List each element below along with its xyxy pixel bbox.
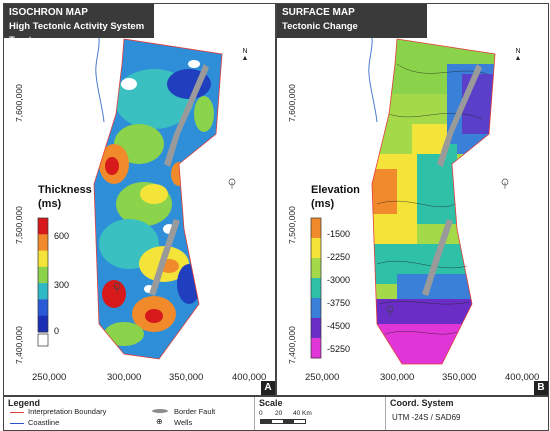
border-fault — [164, 64, 209, 167]
border-fault — [422, 219, 453, 296]
border-fault-icon — [152, 409, 168, 413]
colorbar-swatch — [38, 299, 48, 317]
legend-divider — [254, 397, 255, 430]
legend-divider — [385, 397, 386, 430]
colorbar-swatch — [38, 250, 48, 268]
elevation-surface — [372, 39, 495, 364]
panel-letter: B — [534, 381, 548, 395]
colorbar-tick: -5250 — [327, 344, 350, 354]
scale-title: Scale — [259, 398, 283, 408]
legend-coastline-label: Coastline — [28, 418, 60, 427]
well-marker — [228, 178, 236, 189]
colorbar-tick: -4500 — [327, 321, 350, 331]
coord-system-title: Coord. System — [390, 398, 454, 408]
colorbar-swatch — [311, 218, 321, 239]
scale-tick: 20 — [275, 410, 283, 417]
colorbar-swatch — [38, 218, 48, 235]
colorbar-tick: 0 — [54, 326, 59, 336]
colorbar-swatch — [311, 278, 321, 299]
colorbar-swatch — [311, 318, 321, 339]
border-fault — [437, 64, 482, 167]
isochron-surface — [94, 39, 222, 359]
coord-system-value: UTM -24S / SAD69 — [392, 413, 461, 422]
coastline — [95, 23, 105, 123]
coastline — [368, 23, 378, 123]
colorbar-tick: 600 — [54, 231, 69, 241]
legend-title: Legend — [8, 398, 41, 408]
map-title-box: ISOCHRON MAP High Tectonic Activity Syst… — [4, 4, 154, 46]
colorbar-tick: -1500 — [327, 229, 350, 239]
colorbar-title: Elevation — [311, 184, 360, 196]
legend-fault-label: Border Fault — [174, 407, 216, 416]
colorbar-tick: -3750 — [327, 298, 350, 308]
colorbar-unit: (ms) — [311, 198, 335, 210]
surface-map-canvas: 7,600,000 7,500,000 7,400,000 250,000 30… — [287, 23, 539, 383]
colorbar-outline — [37, 217, 49, 333]
y-tick-label: 7,600,000 — [14, 84, 24, 122]
map-subtitle: Tectonic Change — [282, 21, 358, 32]
colorbar-swatch — [38, 283, 48, 300]
colorbar-title: Thickness — [38, 184, 92, 196]
well-marker — [501, 178, 509, 189]
colorbar-swatch — [38, 315, 48, 333]
colorbar-swatch — [38, 234, 48, 252]
thickness-colorbar — [37, 217, 49, 333]
coord-system-section: Coord. System UTM -24S / SAD69 — [386, 397, 546, 430]
x-tick-label: 400,000 — [232, 372, 266, 383]
x-tick-label: 350,000 — [442, 372, 476, 383]
contour-lines — [376, 63, 488, 335]
y-tick-label: 7,400,000 — [14, 326, 24, 364]
colorbar-swatch — [311, 238, 321, 259]
colorbar-outline — [310, 217, 322, 359]
border-fault — [149, 219, 180, 296]
colorbar-swatch — [38, 266, 48, 284]
x-tick-label: 300,000 — [107, 372, 141, 383]
north-arrow-icon: N ▲ — [241, 48, 249, 62]
well-marker — [113, 282, 121, 293]
x-tick-label: 250,000 — [32, 372, 66, 383]
legend-bar: Legend Interpretation Boundary Coastline… — [3, 396, 549, 431]
elevation-colorbar — [310, 217, 322, 359]
map-title: ISOCHRON MAP — [9, 7, 88, 18]
legend-boundary-label: Interpretation Boundary — [28, 407, 107, 416]
map-title: SURFACE MAP — [282, 7, 355, 18]
y-tick-label: 7,400,000 — [287, 326, 297, 364]
coastline-line-icon — [10, 423, 24, 424]
x-tick-label: 350,000 — [169, 372, 203, 383]
well-icon: ⊕ — [156, 417, 163, 426]
colorbar-unit: (ms) — [38, 198, 62, 210]
colorbar-tick: 300 — [54, 280, 69, 290]
panel-letter: A — [261, 381, 275, 395]
interpretation-boundary — [93, 38, 223, 360]
y-tick-label: 7,600,000 — [287, 84, 297, 122]
colorbar-swatch — [311, 258, 321, 279]
scale-section: Scale 0 20 40 Km — [255, 397, 385, 430]
surface-map-panel: 7,600,000 7,500,000 7,400,000 250,000 30… — [276, 3, 549, 396]
boundary-line-icon — [10, 412, 24, 413]
colorbar-swatch — [311, 338, 321, 359]
isochron-map-canvas: 7,600,000 7,500,000 7,400,000 250,000 30… — [14, 23, 266, 383]
map-title-box: SURFACE MAP Tectonic Change — [277, 4, 427, 38]
map-subtitle: High Tectonic Activity System Tract — [9, 21, 145, 46]
x-tick-label: 250,000 — [305, 372, 339, 383]
colorbar-tick: -3000 — [327, 275, 350, 285]
x-tick-label: 400,000 — [505, 372, 539, 383]
colorbar-tick: -2250 — [327, 252, 350, 262]
scale-tick: 0 — [259, 410, 263, 417]
well-marker — [386, 305, 394, 316]
y-tick-label: 7,500,000 — [287, 206, 297, 244]
legend-section: Legend Interpretation Boundary Coastline… — [4, 397, 252, 430]
scale-tick: 40 Km — [293, 410, 312, 417]
colorbar-swatch — [311, 298, 321, 319]
interpretation-boundary — [371, 38, 496, 365]
north-arrow-icon: N ▲ — [514, 48, 522, 62]
isochron-map-panel: 7,600,000 7,500,000 7,400,000 250,000 30… — [3, 3, 276, 396]
legend-wells-label: Wells — [174, 418, 193, 427]
colorbar-null-swatch — [37, 333, 49, 347]
x-tick-label: 300,000 — [380, 372, 414, 383]
scale-bar — [260, 419, 306, 424]
y-tick-label: 7,500,000 — [14, 206, 24, 244]
